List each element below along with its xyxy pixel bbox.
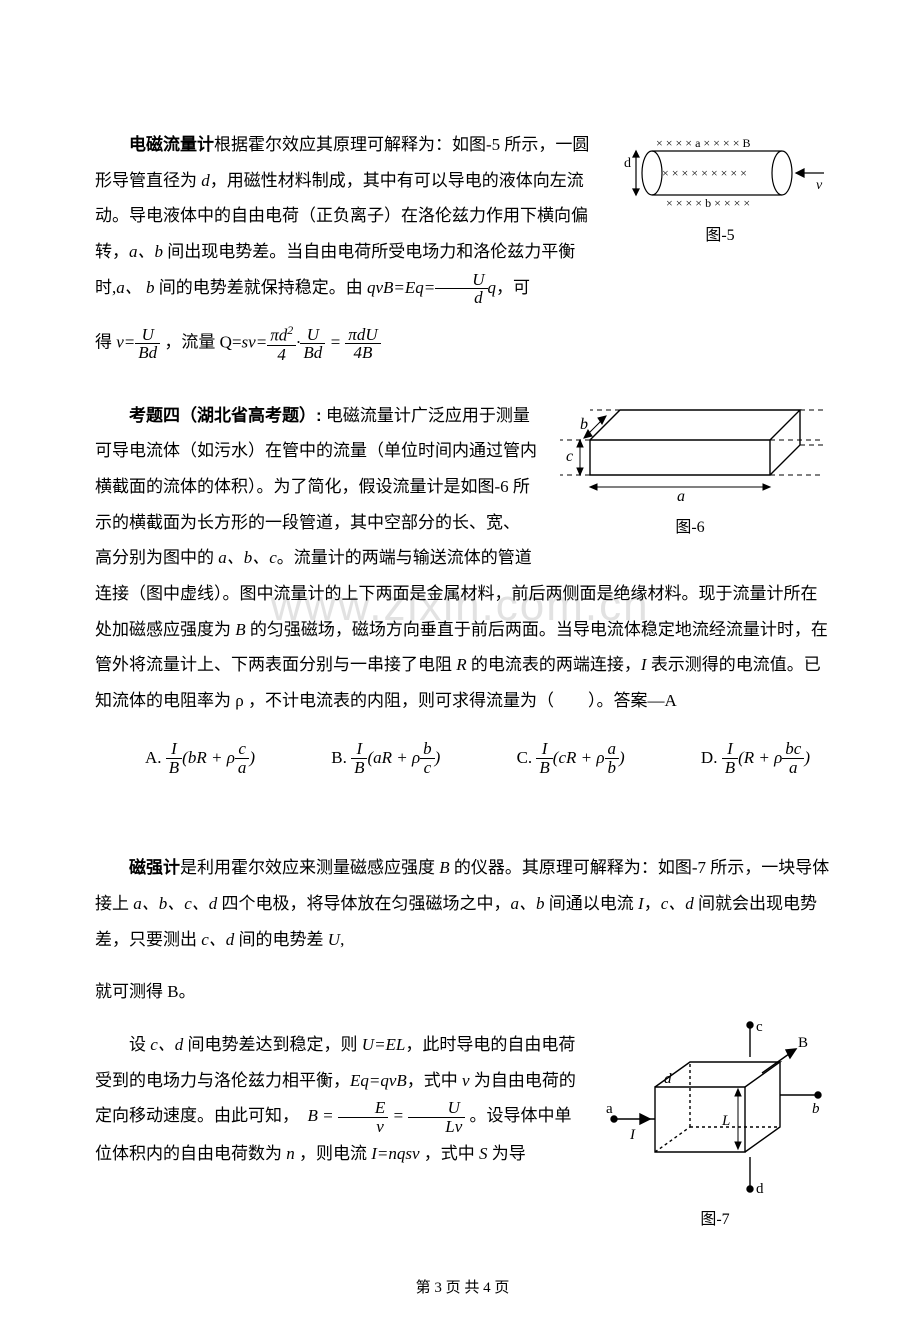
p4t5: ，则电流: [295, 1144, 372, 1163]
svg-text:× × × × × × × × ×: × × × × × × × × ×: [662, 166, 747, 180]
p2t1: 电磁流量计广泛应用于测量可导电流体（如污水）在管中的流量（单位时间内通过管内横截…: [95, 406, 537, 568]
p3b-text: 就可测得 B。: [95, 982, 196, 1001]
figure-5-svg: × × × × a × × × × B × × × × × × × × × × …: [610, 133, 830, 213]
sv: sv=: [242, 333, 268, 352]
eqeq: =: [325, 333, 345, 352]
p3t8: ,: [340, 930, 344, 949]
p4t6: ，式中: [420, 1144, 480, 1163]
p4t1: 间电势差达到稳定，则: [183, 1035, 362, 1054]
svg-text:I: I: [629, 1127, 636, 1143]
svg-text:c: c: [566, 448, 573, 465]
p4t7: 为导: [488, 1144, 526, 1163]
figure-7-caption: 图-7: [600, 1203, 830, 1237]
lead-bold-2: 考题四（湖北省高考题）:: [129, 406, 322, 425]
ab1: a、b: [129, 242, 163, 261]
p3vars: a、b、c、d: [133, 894, 217, 913]
svg-text:L: L: [721, 1113, 730, 1129]
p3t5: ，: [644, 894, 661, 913]
t1d: 间的电势差就保持稳定。由: [155, 278, 368, 297]
p4S: S: [479, 1144, 488, 1163]
p3t1: 是利用霍尔效应来测量磁感应强度: [180, 858, 439, 877]
p4B1: Ev: [338, 1099, 388, 1136]
q1: πd24: [267, 324, 296, 363]
p2vars: a、b、c: [218, 548, 277, 567]
eq1-lhs: qvB=Eq=: [367, 278, 435, 297]
figure-6-caption: 图-6: [550, 511, 830, 545]
p3t4: 间通以电流: [545, 894, 639, 913]
p4Beq: =: [388, 1106, 408, 1125]
figure-5-caption: 图-5: [610, 219, 830, 253]
figure-6-svg: a c b: [550, 385, 830, 505]
p4eq1: U=EL: [362, 1035, 406, 1054]
answer-options: A. IB(bR + ρca) B. IB(aR + ρbc) C. IB(cR…: [95, 736, 830, 787]
eq1-frac: Ud: [435, 271, 487, 308]
p4eq2: Eq=qvB: [350, 1071, 407, 1090]
p3cd: c、d: [661, 894, 694, 913]
p4B2: ULv: [408, 1099, 465, 1136]
p1b-t: ，流量 Q=: [160, 333, 241, 352]
lead-bold-3: 磁强计: [129, 858, 180, 877]
p2R: R: [456, 655, 466, 674]
svg-text:a: a: [606, 1101, 613, 1117]
svg-text:c: c: [756, 1019, 763, 1035]
svg-text:b: b: [812, 1101, 820, 1117]
v-frac: UBd: [135, 326, 160, 363]
p4t2: ，式中: [407, 1071, 462, 1090]
p3t3: 四个电极，将导体放在匀强磁场之中，: [217, 894, 510, 913]
figure-6: a c b 图-6: [550, 385, 830, 545]
paragraph-magnetometer: 磁强计是利用霍尔效应来测量磁感应强度 B 的仪器。其原理可解释为：如图-7 所示…: [95, 850, 830, 957]
page-footer: 第 3 页 共 4 页: [95, 1273, 830, 1305]
svg-text:b: b: [580, 416, 588, 433]
svg-text:d: d: [624, 156, 631, 171]
p2t4: 的电流表的两端连接，: [467, 655, 641, 674]
p4eq3: I=nqsv: [371, 1144, 419, 1163]
p3U: U: [328, 930, 340, 949]
figure-7: c d a b B I L d 图-7: [600, 1017, 830, 1237]
svg-text:× × × × a × × × × B: × × × × a × × × × B: [656, 136, 750, 150]
svg-text:× × × × b × × × ×: × × × × b × × × ×: [666, 196, 750, 210]
option-d: D. IB(R + ρbca): [701, 740, 810, 777]
svg-text:d: d: [664, 1071, 672, 1087]
paragraph-emf-result: 得 v=UBd ，流量 Q=sv=πd24·UBd = πdU4B: [95, 324, 830, 363]
option-c: C. IB(cR + ρab): [517, 740, 625, 777]
svg-text:d: d: [756, 1181, 764, 1197]
q2: UBd: [300, 326, 325, 363]
p3t7: 间的电势差: [234, 930, 328, 949]
svg-text:a: a: [677, 488, 685, 505]
var-d: d: [201, 171, 210, 190]
svg-text:v: v: [816, 178, 823, 193]
figure-7-svg: c d a b B I L d: [600, 1017, 830, 1197]
paragraph-3b: 就可测得 B。: [95, 974, 830, 1010]
p3cd2: c、d: [201, 930, 234, 949]
eq1-rhs: q: [488, 278, 497, 297]
p1b-lead: 得: [95, 333, 116, 352]
option-b: B. IB(aR + ρbc): [331, 740, 440, 777]
v-eq: v=: [116, 333, 135, 352]
ab2: a、 b: [116, 278, 154, 297]
p4vars: c、d: [150, 1035, 183, 1054]
option-a: A. IB(bR + ρca): [145, 740, 255, 777]
t1e: ，可: [496, 278, 530, 297]
p4v: v: [462, 1071, 470, 1090]
lead-bold-1: 电磁流量计: [129, 135, 214, 154]
p4lead: 设: [129, 1035, 150, 1054]
p3ab: a、b: [511, 894, 545, 913]
p3B: B: [439, 858, 449, 877]
p2B: B: [235, 620, 245, 639]
figure-5: × × × × a × × × × B × × × × × × × × × × …: [610, 133, 830, 253]
p4Blhs: B =: [308, 1106, 338, 1125]
q3: πdU4B: [345, 326, 380, 363]
p4n: n: [286, 1144, 295, 1163]
svg-text:B: B: [798, 1035, 808, 1051]
